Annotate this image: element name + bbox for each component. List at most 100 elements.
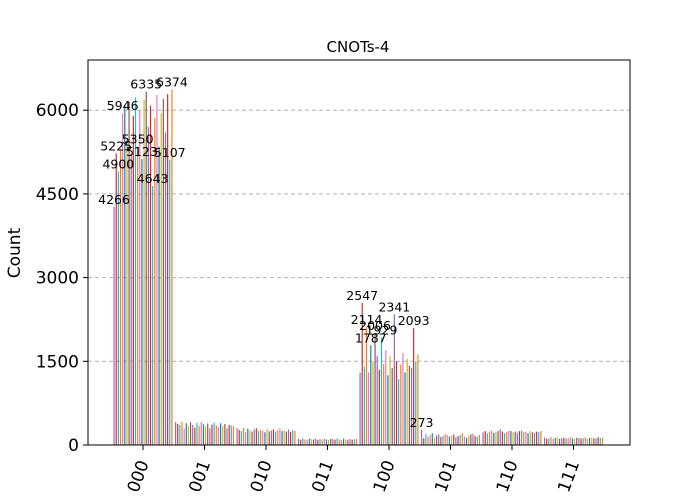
bar-100-4 — [368, 372, 370, 445]
y-tick-label: 0 — [68, 436, 79, 456]
bar-011-16 — [332, 439, 334, 445]
bar-001-0 — [174, 422, 177, 445]
data-label: 5946 — [107, 98, 139, 113]
bar-010-23 — [285, 431, 287, 445]
bar-101-11 — [444, 433, 446, 445]
bar-110-7 — [497, 431, 499, 445]
bar-100-24 — [410, 368, 413, 445]
bar-110-3 — [488, 431, 491, 445]
bar-100-0 — [359, 372, 361, 445]
bar-101-16 — [455, 437, 457, 445]
bar-110-25 — [536, 431, 538, 445]
bar-010-17 — [272, 429, 275, 445]
x-tick-label: 111 — [554, 458, 584, 495]
bar-110-10 — [503, 433, 506, 445]
bar-000-1 — [115, 153, 117, 445]
bar-101-23 — [470, 434, 472, 445]
bar-010-27 — [294, 431, 296, 445]
bar-011-13 — [325, 439, 328, 445]
bar-001-21 — [219, 423, 222, 445]
bar-110-20 — [525, 431, 527, 445]
bar-010-3 — [242, 427, 245, 445]
bar-100-21 — [404, 372, 406, 445]
bar-100-10 — [380, 337, 383, 445]
bar-101-4 — [429, 434, 431, 445]
data-label: 273 — [410, 415, 434, 430]
bar-010-4 — [245, 432, 247, 445]
bar-011-26 — [353, 439, 355, 445]
bar-101-9 — [440, 437, 442, 445]
bar-011-17 — [334, 439, 336, 445]
bar-110-17 — [518, 431, 521, 445]
bar-001-8 — [192, 424, 194, 445]
bar-100-2 — [363, 366, 365, 445]
chart-title: CNOTs-4 — [327, 38, 390, 56]
bar-101-22 — [468, 435, 470, 445]
bar-110-22 — [529, 431, 531, 445]
bar-011-11 — [321, 439, 323, 445]
bar-001-18 — [213, 422, 215, 445]
bar-011-21 — [342, 438, 345, 445]
bar-000-17 — [149, 105, 152, 445]
bar-110-26 — [538, 432, 540, 445]
bar-101-17 — [457, 436, 459, 445]
x-tick-label: 011 — [308, 458, 338, 495]
bar-010-5 — [247, 428, 249, 445]
bar-001-11 — [198, 425, 200, 445]
bar-001-1 — [177, 423, 179, 445]
bar-011-12 — [323, 438, 325, 445]
bar-110-23 — [531, 432, 533, 445]
bar-110-0 — [482, 432, 484, 445]
x-tick-label: 010 — [247, 458, 277, 495]
bar-110-1 — [484, 431, 486, 445]
bar-000-9 — [132, 115, 134, 446]
bar-100-3 — [365, 327, 368, 445]
bar-100-12 — [385, 350, 387, 445]
bar-010-10 — [257, 431, 260, 445]
x-tick-label: 101 — [431, 458, 461, 495]
bar-001-5 — [185, 423, 187, 445]
bar-000-18 — [152, 185, 154, 445]
bar-000-19 — [154, 118, 156, 445]
bar-100-20 — [402, 352, 404, 445]
bar-011-18 — [336, 438, 338, 445]
bar-010-12 — [262, 430, 264, 445]
bar-110-18 — [521, 430, 523, 445]
bar-010-22 — [283, 430, 285, 445]
y-tick-label: 6000 — [36, 101, 79, 121]
bar-101-15 — [453, 434, 455, 445]
bar-011-15 — [330, 438, 332, 445]
data-label: 1929 — [366, 322, 398, 337]
bar-111-7 — [558, 438, 561, 445]
bar-001-14 — [204, 426, 207, 445]
bar-000-26 — [169, 160, 171, 446]
data-label: 2006 — [359, 318, 391, 333]
bar-111-17 — [580, 438, 582, 445]
bar-101-26 — [476, 436, 478, 445]
bar-110-8 — [499, 429, 501, 445]
bar-011-14 — [327, 439, 330, 445]
bar-010-9 — [255, 428, 257, 445]
bar-100-9 — [378, 369, 380, 445]
data-label: 4900 — [102, 157, 134, 172]
bar-010-18 — [275, 431, 277, 445]
bar-000-16 — [147, 126, 149, 446]
bar-101-21 — [465, 437, 468, 445]
bar-110-15 — [514, 431, 516, 445]
bar-111-15 — [576, 437, 578, 445]
bar-111-24 — [595, 438, 597, 445]
bar-001-20 — [217, 427, 220, 445]
bar-001-4 — [183, 428, 185, 445]
data-label: 2114 — [351, 312, 383, 327]
bar-000-5 — [124, 104, 126, 445]
bar-001-12 — [200, 422, 202, 445]
bar-011-6 — [310, 439, 313, 445]
bar-111-12 — [569, 437, 571, 445]
bar-100-16 — [393, 314, 395, 445]
bar-111-11 — [567, 438, 569, 445]
data-label: 2093 — [398, 313, 430, 328]
bar-011-24 — [349, 438, 351, 445]
bar-110-21 — [527, 433, 529, 445]
bar-010-1 — [238, 429, 240, 445]
bar-001-26 — [230, 425, 232, 445]
